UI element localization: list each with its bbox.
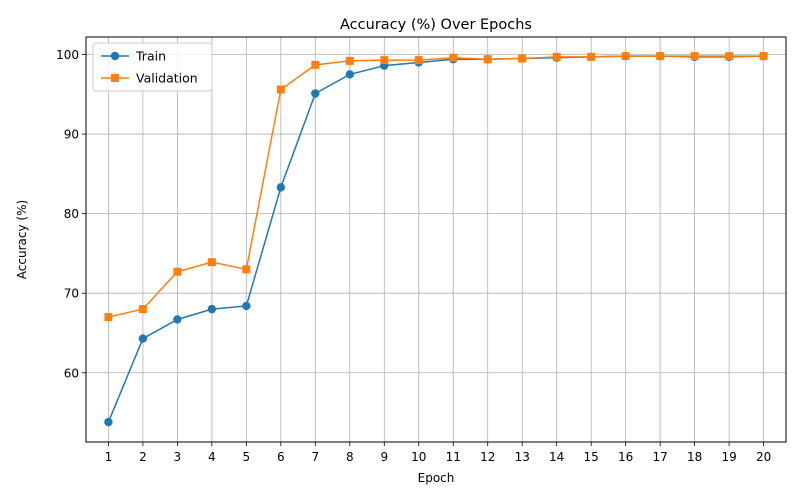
grid bbox=[86, 37, 786, 442]
legend-label: Validation bbox=[136, 71, 198, 86]
y-tick-label: 90 bbox=[64, 128, 79, 142]
x-tick-label: 1 bbox=[105, 450, 113, 464]
y-tick-label: 80 bbox=[64, 207, 79, 221]
data-point bbox=[207, 258, 216, 267]
data-point bbox=[311, 60, 320, 69]
legend-swatch-marker bbox=[111, 74, 119, 82]
legend-item: Validation bbox=[101, 71, 198, 86]
x-tick-label: 20 bbox=[756, 450, 771, 464]
x-tick-label: 15 bbox=[584, 450, 599, 464]
y-tick-label: 60 bbox=[64, 366, 79, 380]
data-point bbox=[449, 53, 458, 62]
data-point bbox=[518, 54, 527, 63]
data-point bbox=[345, 70, 354, 79]
series-layer bbox=[104, 51, 768, 427]
series-line bbox=[108, 55, 764, 318]
chart-title: Accuracy (%) Over Epochs bbox=[340, 17, 532, 33]
x-tick-label: 17 bbox=[652, 450, 667, 464]
legend-box bbox=[92, 42, 213, 92]
axis-ticks: 1 2 3 4 5 6 7 8 9 10 11 12 13 14 15 16 17 18 19 20607080901… bbox=[56, 48, 771, 464]
x-tick-label: 8 bbox=[346, 450, 354, 464]
y-tick-label: 100 bbox=[56, 48, 79, 62]
x-tick-label: 9 bbox=[380, 450, 388, 464]
data-point bbox=[311, 89, 320, 98]
legend: Train Validation bbox=[92, 42, 213, 92]
x-tick-label: 4 bbox=[208, 450, 216, 464]
data-point bbox=[173, 267, 182, 276]
data-point bbox=[587, 52, 596, 61]
x-tick-label: 16 bbox=[618, 450, 633, 464]
data-point bbox=[725, 52, 734, 61]
y-tick-label: 70 bbox=[64, 287, 79, 301]
x-tick-label: 3 bbox=[174, 450, 182, 464]
data-point bbox=[483, 55, 492, 64]
series-validation bbox=[104, 52, 768, 322]
legend-item: Train bbox=[101, 49, 166, 64]
data-point bbox=[621, 52, 630, 61]
data-point bbox=[242, 265, 251, 274]
data-point bbox=[552, 52, 561, 61]
x-tick-label: 12 bbox=[480, 450, 495, 464]
data-point bbox=[173, 315, 182, 324]
data-point bbox=[276, 85, 285, 94]
x-tick-label: 2 bbox=[139, 450, 147, 464]
data-point bbox=[690, 52, 699, 61]
data-point bbox=[276, 183, 286, 192]
data-point bbox=[242, 301, 251, 311]
legend-swatch-marker bbox=[110, 51, 120, 61]
plot-frame bbox=[85, 36, 787, 443]
data-point bbox=[414, 56, 423, 65]
data-point bbox=[380, 56, 389, 65]
x-tick-label: 13 bbox=[515, 450, 530, 464]
y-axis-label: Accuracy (%) bbox=[15, 200, 29, 279]
data-point bbox=[345, 56, 354, 65]
x-tick-label: 6 bbox=[277, 450, 285, 464]
x-tick-label: 10 bbox=[411, 450, 426, 464]
data-point bbox=[138, 305, 147, 314]
data-point bbox=[104, 313, 113, 322]
x-tick-label: 11 bbox=[446, 450, 461, 464]
x-tick-label: 5 bbox=[243, 450, 251, 464]
x-tick-label: 19 bbox=[721, 450, 736, 464]
data-point bbox=[207, 304, 217, 314]
data-point bbox=[138, 334, 148, 343]
x-tick-label: 18 bbox=[687, 450, 702, 464]
data-point bbox=[104, 417, 113, 427]
data-point bbox=[656, 52, 665, 61]
x-tick-label: 7 bbox=[311, 450, 319, 464]
legend-label: Train bbox=[135, 49, 166, 64]
x-axis-label: Epoch bbox=[418, 471, 455, 485]
x-tick-label: 14 bbox=[549, 450, 564, 464]
data-point bbox=[759, 52, 768, 61]
